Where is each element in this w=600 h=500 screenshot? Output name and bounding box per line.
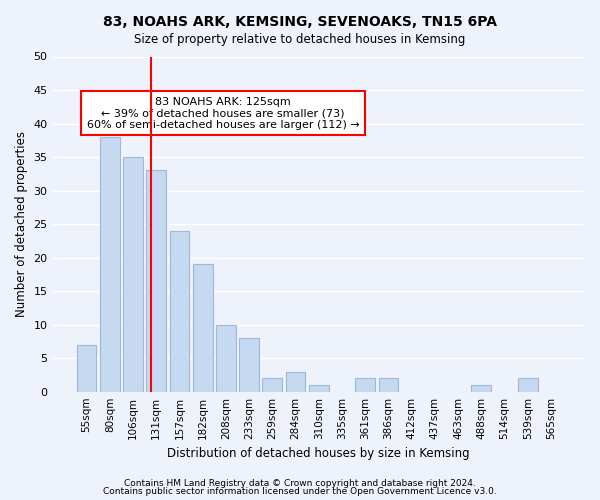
Y-axis label: Number of detached properties: Number of detached properties — [15, 131, 28, 317]
Bar — [309, 385, 329, 392]
Text: Contains HM Land Registry data © Crown copyright and database right 2024.: Contains HM Land Registry data © Crown c… — [124, 478, 476, 488]
Text: 83 NOAHS ARK: 125sqm
← 39% of detached houses are smaller (73)
60% of semi-detac: 83 NOAHS ARK: 125sqm ← 39% of detached h… — [86, 96, 359, 130]
Bar — [193, 264, 212, 392]
Bar — [262, 378, 282, 392]
Text: 83, NOAHS ARK, KEMSING, SEVENOAKS, TN15 6PA: 83, NOAHS ARK, KEMSING, SEVENOAKS, TN15 … — [103, 15, 497, 29]
Bar — [355, 378, 375, 392]
Bar — [286, 372, 305, 392]
Bar — [518, 378, 538, 392]
Bar — [472, 385, 491, 392]
Bar — [146, 170, 166, 392]
Text: Contains public sector information licensed under the Open Government Licence v3: Contains public sector information licen… — [103, 487, 497, 496]
Bar — [239, 338, 259, 392]
X-axis label: Distribution of detached houses by size in Kemsing: Distribution of detached houses by size … — [167, 447, 470, 460]
Text: Size of property relative to detached houses in Kemsing: Size of property relative to detached ho… — [134, 32, 466, 46]
Bar — [123, 157, 143, 392]
Bar — [216, 324, 236, 392]
Bar — [77, 345, 97, 392]
Bar — [379, 378, 398, 392]
Bar — [170, 231, 190, 392]
Bar — [100, 137, 119, 392]
